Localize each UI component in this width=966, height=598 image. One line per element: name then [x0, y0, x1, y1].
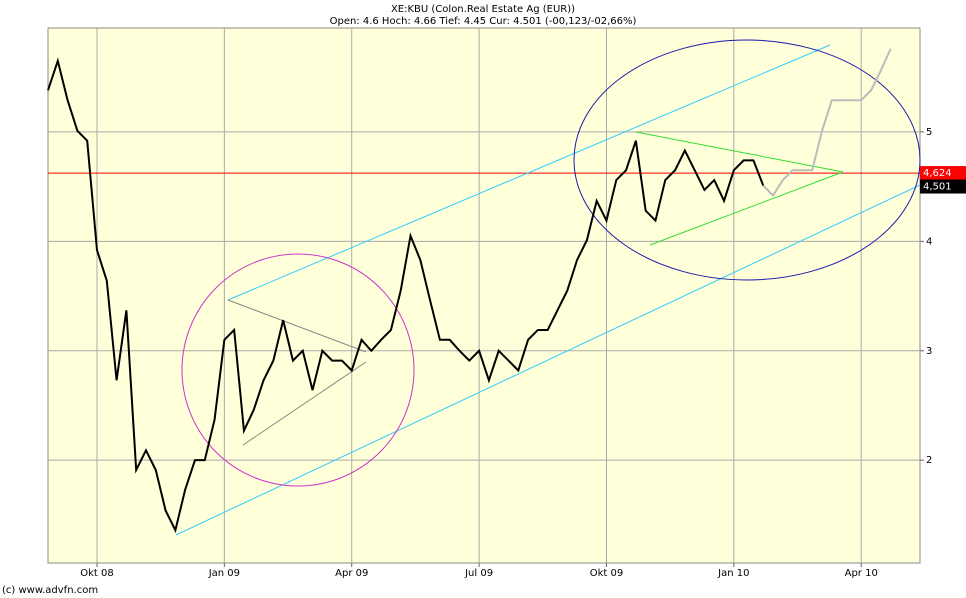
y-tick-label: 3 [926, 346, 932, 357]
triangle-line [635, 131, 844, 173]
triangle-line [649, 171, 844, 246]
price-label: 4,624 [923, 168, 952, 179]
circle [181, 253, 415, 487]
channel-line [175, 184, 921, 536]
x-tick-label: Apr 10 [845, 568, 878, 579]
price-label-box [920, 166, 966, 181]
y-tick-label: 2 [926, 455, 932, 466]
x-tick-label: Jan 10 [717, 568, 749, 579]
x-tick-label: Okt 09 [590, 568, 624, 579]
plot-area [47, 27, 921, 564]
y-tick-label: 4 [926, 236, 932, 247]
y-tick-label: 5 [926, 127, 932, 138]
price-label-box [920, 179, 966, 194]
triangle-line [242, 361, 367, 446]
channel-line [227, 44, 831, 301]
triangle-line [227, 299, 367, 353]
annotations [175, 39, 921, 536]
x-tick-label: Okt 08 [80, 568, 114, 579]
x-tick-label: Jan 09 [208, 568, 240, 579]
price-line-series [47, 57, 765, 534]
price-label: 4,501 [923, 182, 952, 193]
x-tick-label: Apr 09 [335, 568, 368, 579]
chart-subtitle: Open: 4.6 Hoch: 4.66 Tief: 4.45 Cur: 4.5… [330, 16, 637, 27]
x-tick-label: Jul 09 [464, 568, 493, 579]
credit: (c) www.advfn.com [2, 585, 98, 596]
price-line-series [762, 48, 892, 197]
chart-title: XE:KBU (Colon.Real Estate Ag (EUR)) [391, 4, 575, 15]
ellipse [573, 39, 921, 281]
